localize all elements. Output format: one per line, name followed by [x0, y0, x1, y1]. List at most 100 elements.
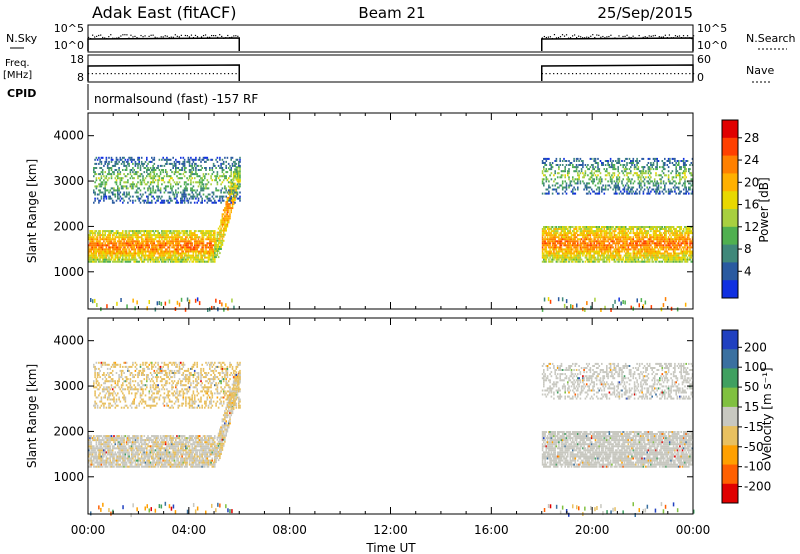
data-cell — [176, 167, 178, 169]
data-cell — [226, 221, 229, 224]
data-cell — [584, 230, 587, 233]
data-cell — [209, 199, 211, 202]
data-cell — [574, 182, 577, 185]
data-cell — [595, 170, 598, 173]
data-cell — [217, 245, 220, 248]
data-cell — [599, 246, 602, 249]
data-cell — [686, 230, 689, 233]
data-cell — [614, 244, 617, 247]
data-cell — [561, 180, 564, 183]
data-cell — [679, 260, 681, 263]
data-cell — [608, 236, 611, 239]
data-cell — [656, 254, 658, 257]
data-cell — [144, 183, 147, 186]
data-cell — [589, 228, 592, 230]
data-cell — [122, 234, 124, 237]
data-cell — [175, 252, 177, 255]
data-cell — [188, 158, 191, 161]
data-cell — [652, 260, 655, 263]
data-cell — [109, 260, 111, 263]
data-cell — [132, 248, 134, 251]
data-cell — [229, 203, 231, 206]
data-cell — [604, 256, 607, 259]
data-cell — [119, 171, 122, 174]
data-cell — [632, 232, 635, 235]
data-cell — [177, 256, 180, 259]
data-cell — [614, 254, 617, 257]
nave-point — [156, 73, 158, 75]
data-cell — [154, 250, 157, 253]
data-cell — [558, 248, 560, 251]
data-cell — [113, 252, 115, 255]
data-cell — [144, 236, 147, 239]
data-cell — [602, 258, 604, 261]
data-cell — [617, 244, 619, 247]
data-cell — [221, 199, 224, 202]
data-cell — [579, 157, 582, 160]
data-cell — [133, 250, 135, 253]
data-cell — [221, 175, 224, 178]
data-cell — [618, 242, 621, 245]
data-cell — [541, 172, 544, 175]
data-cell — [176, 256, 178, 259]
data-cell — [206, 197, 209, 200]
data-cell — [147, 238, 149, 241]
data-cell — [137, 164, 139, 167]
data-cell — [224, 175, 226, 178]
data-cell — [106, 260, 109, 263]
data-cell — [556, 164, 559, 166]
data-cell — [559, 250, 561, 253]
data-cell — [595, 236, 598, 239]
data-cell — [173, 246, 176, 249]
data-cell — [157, 260, 159, 263]
data-cell — [227, 209, 230, 212]
data-cell — [187, 246, 190, 249]
data-cell — [585, 252, 588, 255]
data-cell — [220, 239, 222, 242]
data-cell — [175, 169, 177, 171]
data-cell — [220, 229, 222, 232]
data-cell — [149, 181, 152, 184]
data-cell — [129, 260, 132, 263]
data-cell — [144, 167, 147, 169]
data-cell — [111, 236, 114, 239]
data-cell — [611, 240, 613, 243]
data-cell — [152, 252, 154, 255]
data-cell — [227, 207, 230, 210]
data-cell — [178, 240, 181, 243]
data-cell — [177, 167, 180, 169]
data-cell — [108, 236, 110, 239]
data-cell — [597, 256, 599, 259]
data-cell — [652, 256, 655, 259]
data-cell — [554, 240, 556, 243]
data-cell — [646, 226, 648, 228]
data-cell — [618, 250, 621, 253]
data-cell — [178, 181, 181, 184]
data-cell — [157, 189, 159, 192]
data-cell — [643, 240, 646, 243]
data-cell — [221, 229, 224, 232]
data-cell — [104, 195, 106, 198]
data-cell — [133, 258, 135, 261]
data-cell — [669, 240, 671, 243]
data-cell — [553, 238, 555, 241]
data-cell — [143, 201, 146, 204]
data-cell — [686, 246, 689, 249]
data-cell — [573, 258, 575, 261]
data-cell — [642, 226, 645, 228]
data-cell — [98, 156, 100, 159]
data-cell — [680, 232, 682, 235]
data-cell — [602, 240, 604, 243]
data-cell — [167, 234, 169, 237]
data-cell — [152, 158, 154, 161]
data-cell — [211, 167, 214, 169]
data-cell — [186, 230, 188, 233]
data-cell — [172, 242, 174, 245]
data-cell — [574, 240, 577, 243]
data-cell — [193, 238, 196, 241]
data-cell — [675, 230, 677, 233]
data-cell — [564, 228, 566, 230]
data-cell — [236, 184, 239, 187]
data-cell — [172, 185, 174, 188]
data-cell — [584, 164, 587, 166]
